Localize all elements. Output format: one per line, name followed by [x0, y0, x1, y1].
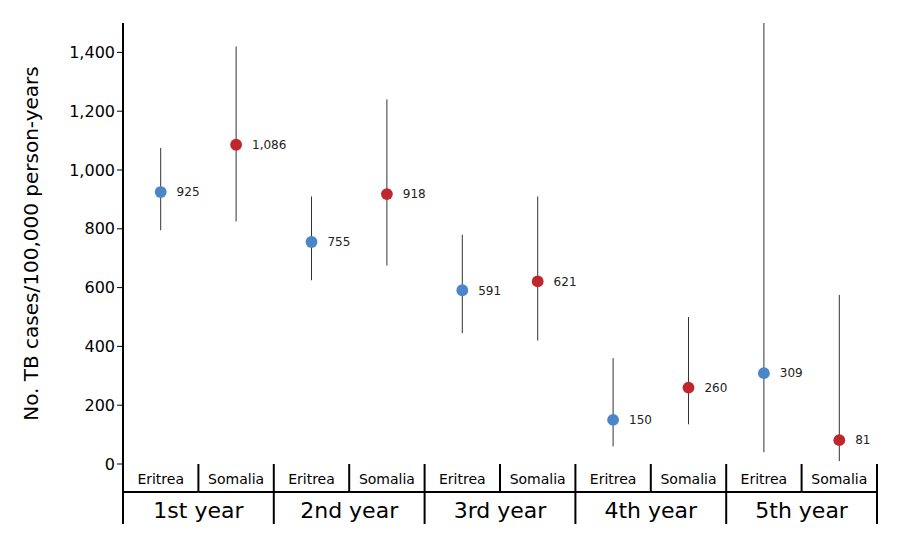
svg-text:200: 200	[84, 396, 115, 415]
svg-text:1,400: 1,400	[69, 43, 115, 62]
svg-text:1,086: 1,086	[252, 138, 286, 152]
svg-text:81: 81	[855, 433, 870, 447]
svg-text:Eritrea: Eritrea	[439, 471, 486, 487]
svg-text:621: 621	[554, 275, 577, 289]
svg-text:No. TB cases/100,000 person-ye: No. TB cases/100,000 person-years	[19, 66, 43, 421]
svg-text:Eritrea: Eritrea	[137, 471, 184, 487]
svg-text:4th year: 4th year	[604, 498, 698, 523]
svg-text:2nd year: 2nd year	[300, 498, 399, 523]
svg-text:150: 150	[629, 413, 652, 427]
svg-text:591: 591	[478, 284, 501, 298]
svg-text:Somalia: Somalia	[208, 471, 264, 487]
svg-text:600: 600	[84, 278, 115, 297]
svg-text:Somalia: Somalia	[660, 471, 716, 487]
svg-text:3rd year: 3rd year	[454, 498, 548, 523]
svg-text:Eritrea: Eritrea	[590, 471, 637, 487]
svg-text:260: 260	[704, 381, 727, 395]
svg-text:0: 0	[105, 455, 115, 474]
svg-text:400: 400	[84, 337, 115, 356]
svg-text:Somalia: Somalia	[359, 471, 415, 487]
svg-text:Eritrea: Eritrea	[741, 471, 788, 487]
svg-text:Somalia: Somalia	[510, 471, 566, 487]
svg-text:755: 755	[327, 235, 350, 249]
svg-text:925: 925	[177, 185, 200, 199]
svg-text:1,200: 1,200	[69, 102, 115, 121]
svg-text:5th year: 5th year	[755, 498, 849, 523]
svg-text:Somalia: Somalia	[811, 471, 867, 487]
svg-text:918: 918	[403, 187, 426, 201]
svg-text:Eritrea: Eritrea	[288, 471, 335, 487]
svg-text:309: 309	[780, 366, 803, 380]
svg-text:1st year: 1st year	[153, 498, 244, 523]
svg-text:1,000: 1,000	[69, 161, 115, 180]
svg-text:800: 800	[84, 219, 115, 238]
